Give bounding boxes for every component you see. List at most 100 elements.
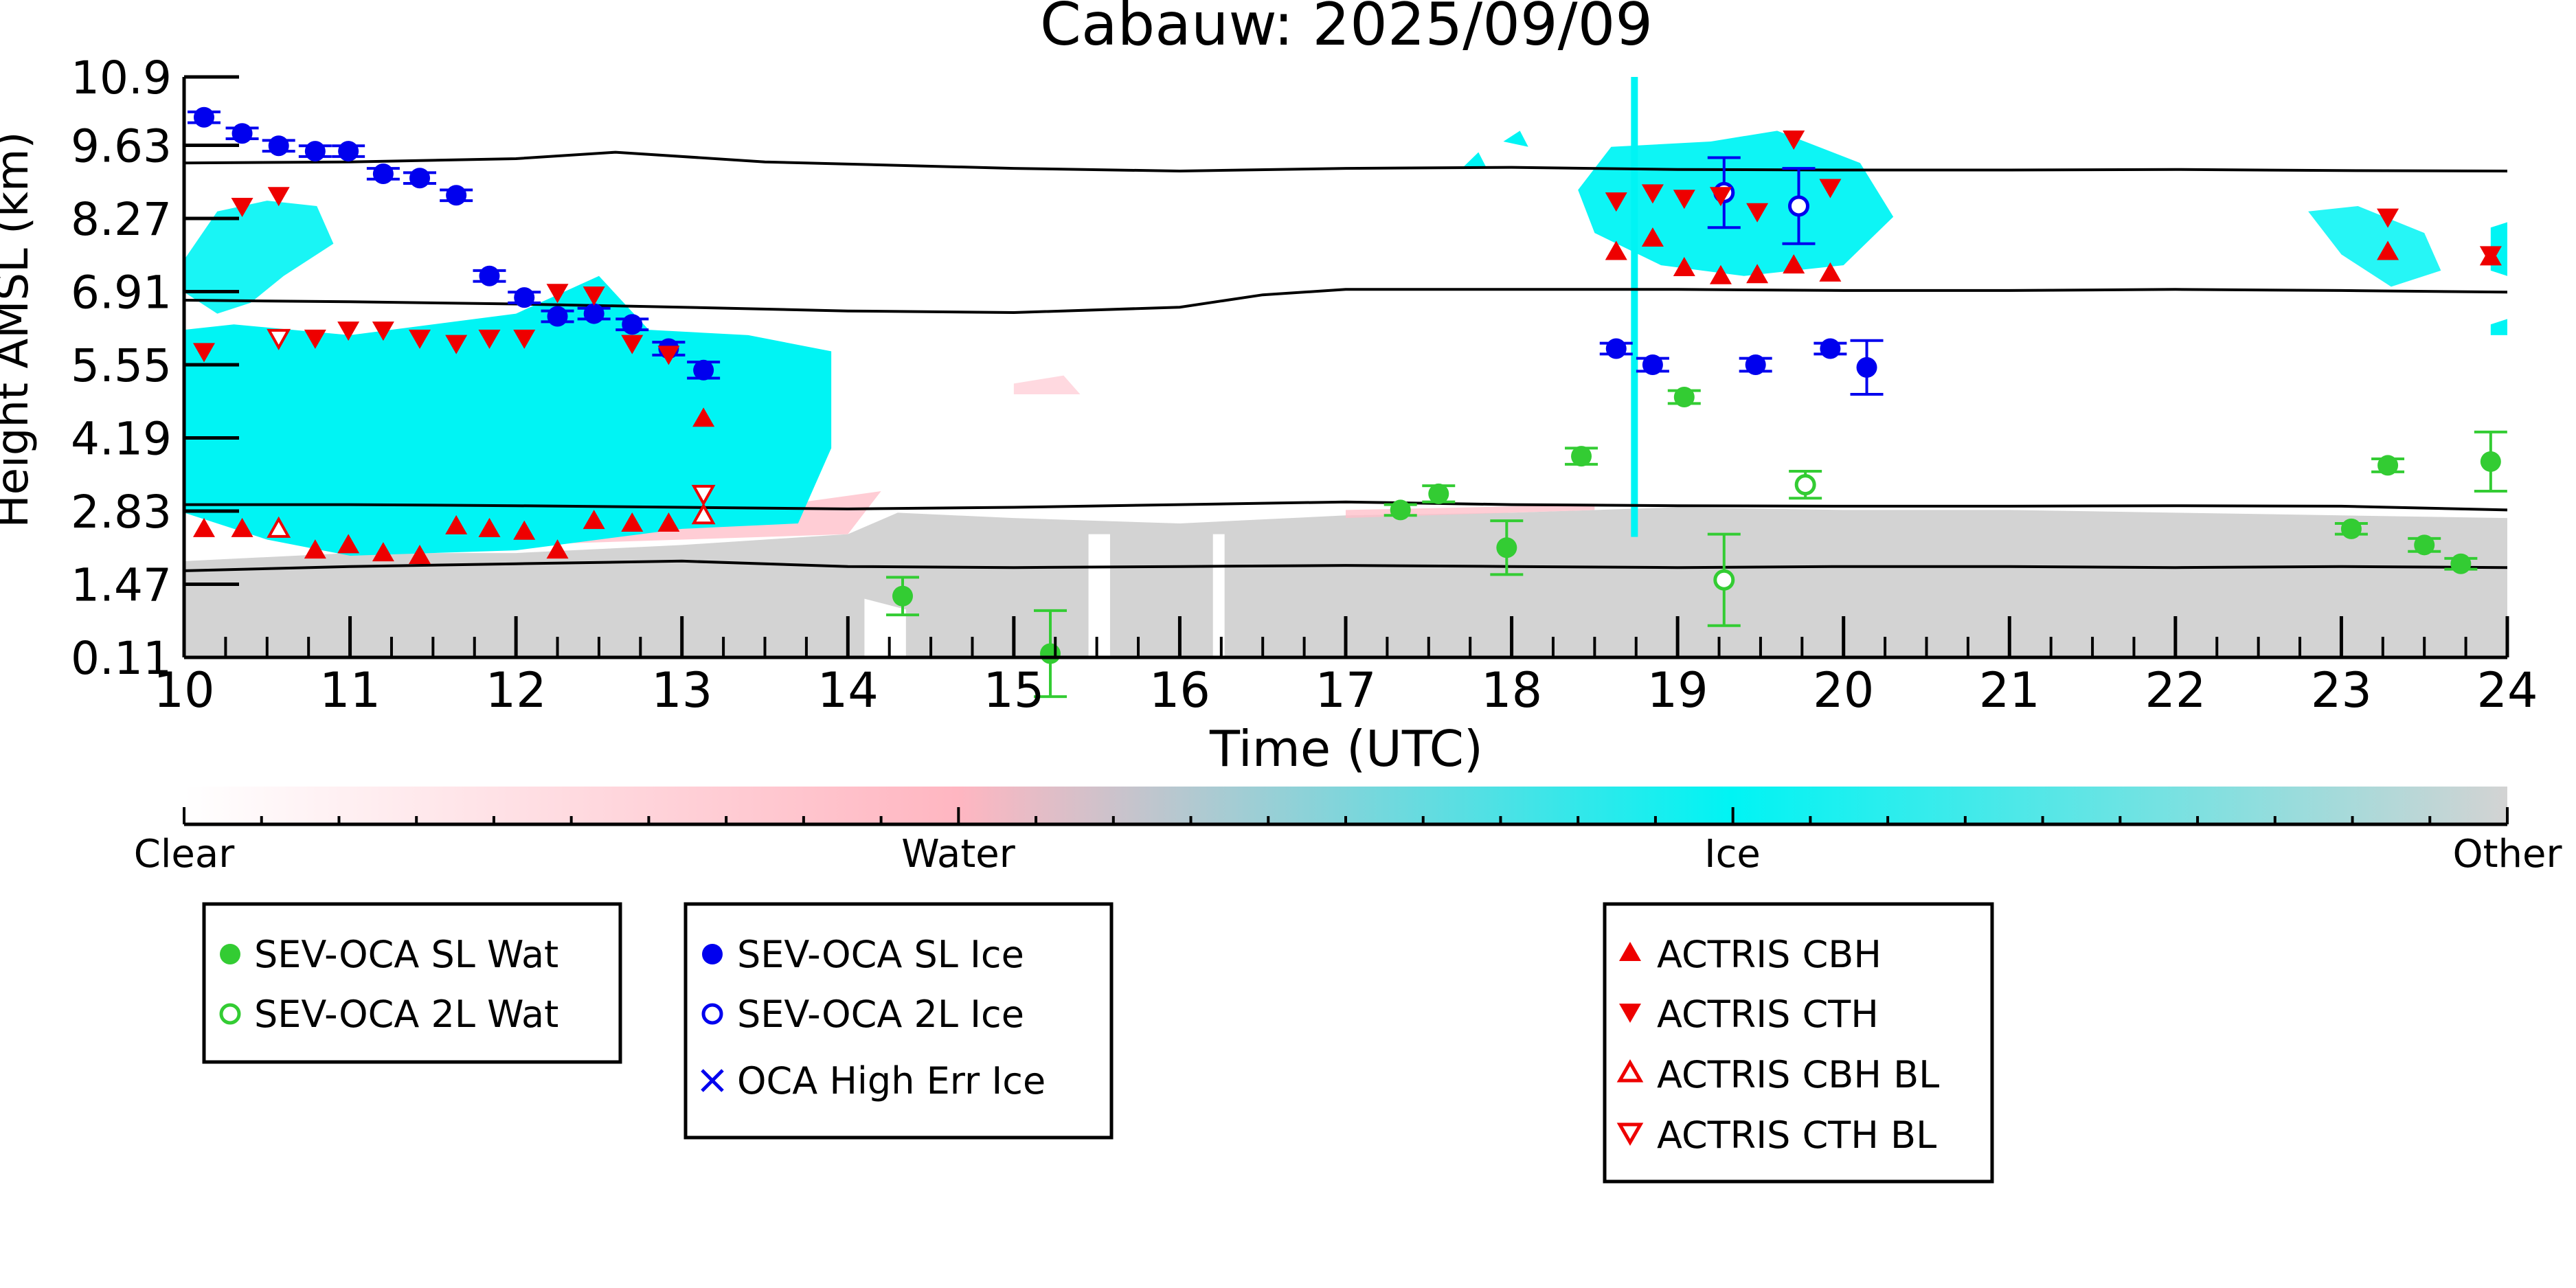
x-ticks: 10 11 12 13 14 15 16 17 18 19 20 21 22 23 24 bbox=[153, 616, 2538, 719]
y-tick-label-2.83: 2.83 bbox=[71, 486, 172, 539]
legend-label-cth-bl: ACTRIS CTH BL bbox=[1657, 1114, 1936, 1157]
point-actris-cth-7 bbox=[445, 335, 468, 354]
legend-label-2l-wat: SEV-OCA 2L Wat bbox=[254, 993, 558, 1036]
point-sev-oca-sl-ice-0 bbox=[187, 106, 221, 128]
point-sev-oca-sl-ice-12 bbox=[615, 314, 649, 335]
point-sev-oca-sl-wat-7 bbox=[2334, 518, 2368, 539]
y-tick-label-10.9: 10.9 bbox=[71, 52, 172, 104]
mask-other-lowlevel bbox=[184, 507, 2507, 657]
point-sev-oca-sl-ice-11 bbox=[577, 303, 611, 324]
y-tick-label-9.63: 9.63 bbox=[71, 120, 172, 172]
legend-marker-2l-wat bbox=[219, 1003, 241, 1025]
point-sev-oca-sl-wat-9 bbox=[2408, 534, 2441, 556]
point-sev-oca-sl-ice-7 bbox=[440, 185, 473, 206]
point-sev-oca-sl-ice-8 bbox=[473, 265, 506, 286]
point-actris-cth-15 bbox=[1641, 184, 1664, 204]
x-tick-label-18: 18 bbox=[1481, 662, 1542, 719]
colorbar-ticks bbox=[183, 807, 2509, 824]
point-actris-cth-20 bbox=[1819, 179, 1842, 199]
point-actris-cth-2 bbox=[267, 187, 290, 207]
legend-label-cbh-bl: ACTRIS CBH BL bbox=[1657, 1053, 1939, 1096]
point-sev-oca-2l-ice-1 bbox=[1782, 167, 1816, 245]
point-actris-cbh-0 bbox=[192, 517, 215, 537]
legend-marker-cth bbox=[1619, 1004, 1641, 1023]
legend-label-high-err-ice: OCA High Err Ice bbox=[737, 1059, 1046, 1103]
mask-ice-streak bbox=[1631, 77, 1638, 537]
colorbar-label-clear: Clear bbox=[134, 832, 235, 877]
point-actris-cbh-18 bbox=[1746, 264, 1769, 284]
point-actris-cth-0 bbox=[192, 343, 215, 363]
point-actris-cbh-3 bbox=[337, 534, 360, 554]
point-sev-oca-sl-wat-3 bbox=[1422, 483, 1456, 504]
point-sev-oca-sl-ice-19 bbox=[1850, 339, 1884, 396]
y-tick-label-5.55: 5.55 bbox=[71, 339, 172, 392]
point-actris-cbh-8 bbox=[513, 520, 536, 540]
point-actris-cth-4 bbox=[337, 321, 360, 341]
point-actris-cth-bl-1 bbox=[691, 484, 716, 507]
x-tick-label-16: 16 bbox=[1149, 662, 1210, 719]
isoline-2 bbox=[184, 500, 2507, 512]
point-actris-cbh-5 bbox=[409, 544, 431, 564]
mask-ice-cirrus bbox=[184, 201, 334, 314]
isoline-0 bbox=[184, 150, 2507, 173]
data-points bbox=[187, 106, 2507, 699]
point-sev-oca-sl-wat-11 bbox=[2474, 430, 2507, 493]
point-actris-cbh-14 bbox=[1605, 240, 1627, 260]
point-actris-cbh-9 bbox=[546, 539, 569, 559]
legend-label-sl-wat: SEV-OCA SL Wat bbox=[254, 933, 558, 976]
y-tick-label-4.19: 4.19 bbox=[71, 412, 172, 465]
point-actris-cbh-6 bbox=[445, 515, 468, 534]
point-sev-oca-sl-ice-5 bbox=[366, 163, 400, 184]
point-sev-oca-sl-ice-10 bbox=[541, 306, 574, 327]
x-tick-label-19: 19 bbox=[1647, 662, 1708, 719]
point-sev-oca-sl-ice-17 bbox=[1739, 354, 1772, 375]
chart-title: Cabauw: 2025/09/09 bbox=[1040, 0, 1653, 59]
colorbar-label-ice: Ice bbox=[1704, 832, 1761, 877]
point-actris-cth-14 bbox=[1605, 192, 1627, 212]
point-actris-cbh-2 bbox=[304, 539, 326, 559]
legend-marker-sl-ice bbox=[702, 944, 723, 964]
y-axis-label: Height AMSL (km) bbox=[0, 132, 38, 528]
mask-ice-fragment bbox=[2490, 319, 2507, 335]
point-sev-oca-sl-wat-4 bbox=[1490, 519, 1524, 576]
legend-label-sl-ice: SEV-OCA SL Ice bbox=[737, 933, 1024, 976]
point-actris-cbh-11 bbox=[621, 512, 644, 532]
x-tick-label-14: 14 bbox=[817, 662, 879, 719]
legend-marker-high-err-ice bbox=[701, 1069, 724, 1092]
point-actris-cbh-15 bbox=[1641, 227, 1664, 247]
point-actris-cth-8 bbox=[478, 329, 501, 349]
point-actris-cth-17 bbox=[1709, 187, 1732, 207]
point-sev-oca-sl-wat-10 bbox=[2444, 553, 2478, 574]
y-tick-label-6.91: 6.91 bbox=[71, 266, 172, 319]
point-actris-cth-5 bbox=[372, 321, 394, 341]
colorbar-label-water: Water bbox=[901, 832, 1016, 877]
point-sev-oca-sl-ice-6 bbox=[403, 168, 437, 189]
point-sev-oca-sl-ice-15 bbox=[1599, 338, 1633, 359]
point-sev-oca-2l-wat-0 bbox=[1707, 532, 1741, 627]
colorbar-label-other: Other bbox=[2452, 832, 2562, 877]
x-tick-label-23: 23 bbox=[2311, 662, 2372, 719]
x-axis-label: Time (UTC) bbox=[1209, 720, 1483, 778]
point-sev-oca-sl-wat-5 bbox=[1565, 446, 1598, 467]
point-actris-cbh-21 bbox=[2377, 240, 2399, 260]
mask-clear-gap bbox=[1088, 534, 1110, 657]
mask-clear-gap bbox=[1212, 534, 1225, 657]
mask-ice-fragment bbox=[1503, 131, 1528, 147]
point-actris-cth-11 bbox=[583, 286, 605, 306]
point-sev-oca-2l-wat-1 bbox=[1789, 470, 1822, 500]
mask-ice-fragment bbox=[1462, 152, 1487, 169]
legend-label-2l-ice: SEV-OCA 2L Ice bbox=[737, 993, 1024, 1036]
point-sev-oca-sl-wat-0 bbox=[886, 576, 920, 617]
legend-label-cth: ACTRIS CTH bbox=[1657, 993, 1879, 1036]
point-sev-oca-sl-ice-3 bbox=[298, 141, 332, 162]
point-actris-cth-16 bbox=[1673, 190, 1695, 210]
point-actris-cth-1 bbox=[231, 197, 253, 217]
x-tick-label-20: 20 bbox=[1813, 662, 1874, 719]
x-tick-label-17: 17 bbox=[1315, 662, 1376, 719]
y-ticks: 0.11 1.47 2.83 4.19 5.55 6.91 8.27 9.63 10.9 bbox=[71, 52, 239, 685]
point-sev-oca-sl-ice-16 bbox=[1636, 354, 1669, 375]
y-tick-label-0.11: 0.11 bbox=[71, 632, 172, 685]
legend-marker-2l-ice bbox=[701, 1003, 723, 1025]
point-actris-cth-9 bbox=[513, 329, 536, 349]
